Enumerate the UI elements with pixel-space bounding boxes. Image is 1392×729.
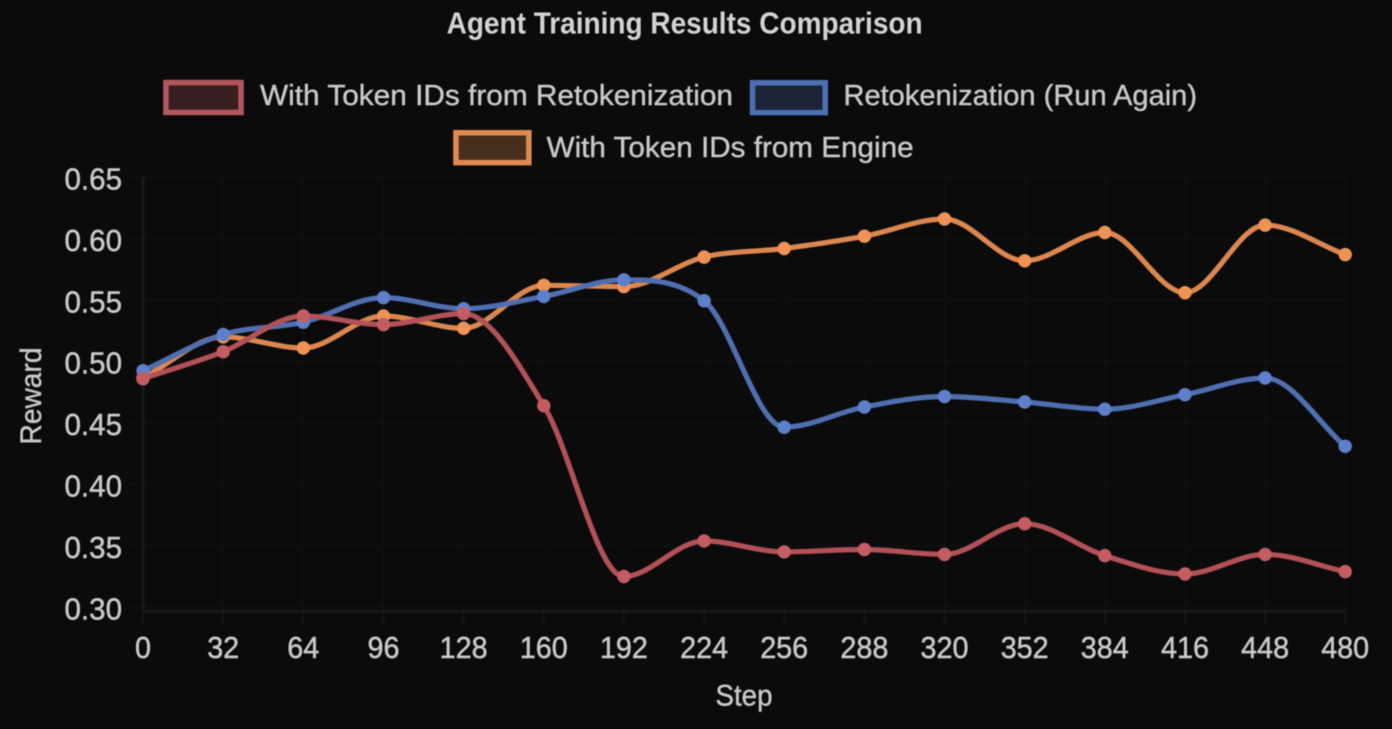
svg-text:32: 32	[207, 630, 239, 665]
svg-text:Agent Training Results Compari: Agent Training Results Comparison	[447, 6, 923, 41]
svg-text:0.35: 0.35	[65, 530, 123, 565]
svg-text:0.60: 0.60	[65, 223, 123, 258]
svg-text:288: 288	[840, 630, 888, 665]
svg-text:192: 192	[600, 630, 648, 665]
svg-text:352: 352	[1001, 630, 1049, 665]
svg-text:64: 64	[287, 630, 319, 665]
svg-text:448: 448	[1241, 630, 1289, 665]
svg-text:0.45: 0.45	[65, 407, 123, 442]
svg-text:320: 320	[921, 630, 969, 665]
svg-text:Retokenization (Run Again): Retokenization (Run Again)	[844, 80, 1198, 112]
svg-text:0.30: 0.30	[65, 591, 123, 626]
svg-text:Reward: Reward	[15, 348, 48, 445]
svg-text:With Token IDs from Retokeniza: With Token IDs from Retokenization	[260, 80, 733, 112]
svg-text:96: 96	[368, 630, 400, 665]
svg-text:0.65: 0.65	[65, 161, 123, 196]
svg-text:384: 384	[1081, 630, 1129, 665]
svg-text:128: 128	[440, 630, 488, 665]
svg-text:256: 256	[760, 630, 808, 665]
svg-text:0.40: 0.40	[65, 469, 123, 504]
svg-text:224: 224	[680, 630, 728, 665]
svg-text:0: 0	[135, 630, 151, 665]
svg-text:480: 480	[1321, 630, 1369, 665]
svg-text:Step: Step	[716, 680, 773, 713]
svg-text:0.50: 0.50	[65, 346, 123, 381]
svg-text:416: 416	[1161, 630, 1209, 665]
svg-text:With Token IDs from Engine: With Token IDs from Engine	[547, 132, 914, 164]
svg-text:0.55: 0.55	[65, 284, 123, 319]
svg-text:160: 160	[520, 630, 568, 665]
